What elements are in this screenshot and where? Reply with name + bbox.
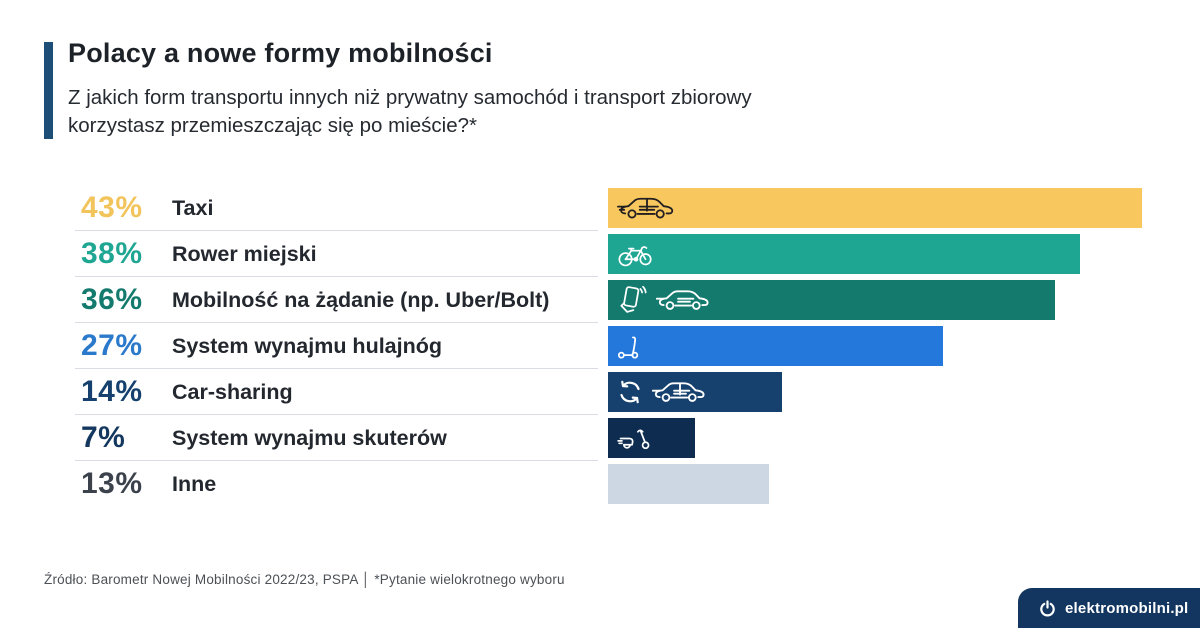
bar-track: [608, 234, 1142, 274]
bar-rower-miejski: [608, 234, 1080, 274]
chart-question-line1: Z jakich form transportu innych niż pryw…: [68, 86, 752, 109]
phone-in-hand-icon: [620, 285, 647, 313]
bar-skutery: [608, 418, 695, 458]
chart-row-car-sharing: 14% Car-sharing: [75, 369, 1142, 415]
car-icon: [656, 290, 709, 310]
percent-value: 7%: [81, 421, 126, 454]
bar-track: [608, 372, 1142, 412]
percent-value: 36%: [81, 283, 143, 316]
city-bike-icon: [618, 245, 652, 266]
bar-hulajnogi: [608, 326, 944, 366]
bar-track: [608, 464, 1142, 504]
bar-chart: 43% Taxi 38% Rower miejski: [75, 185, 1142, 507]
chart-row-hulajnogi: 27% System wynajmu hulajnóg: [75, 323, 1142, 369]
bar-mobilnosc-na-zadanie: [608, 280, 1056, 320]
percent-value: 38%: [81, 237, 143, 270]
bar-taxi: [608, 188, 1142, 228]
category-label: System wynajmu skuterów: [172, 425, 447, 450]
kick-scooter-icon: [617, 336, 639, 359]
source-note: Źródło: Barometr Nowej Mobilności 2022/2…: [44, 572, 565, 587]
sync-arrows-icon: [620, 380, 640, 404]
chart-row-skutery: 7% System wynajmu skuterów: [75, 415, 1142, 461]
category-label: Mobilność na żądanie (np. Uber/Bolt): [172, 287, 550, 312]
chart-question-line2: korzystasz przemieszczając się po mieści…: [68, 114, 477, 137]
page-title: Polacy a nowe formy mobilności: [68, 38, 493, 68]
chart-question: Z jakich form transportu innych niż pryw…: [68, 84, 752, 140]
percent-value: 43%: [81, 191, 143, 224]
percent-value: 27%: [81, 329, 143, 362]
chart-row-taxi: 43% Taxi: [75, 185, 1142, 231]
brand-badge: elektromobilni.pl: [1018, 588, 1200, 628]
car-icon: [652, 382, 705, 402]
category-label: Taxi: [172, 195, 214, 220]
moped-icon: [617, 429, 650, 449]
title-accent-bar: [44, 42, 53, 139]
percent-value: 13%: [81, 467, 143, 500]
taxi-car-icon: [617, 197, 674, 219]
percent-value: 14%: [81, 375, 143, 408]
category-label: System wynajmu hulajnóg: [172, 333, 442, 358]
chart-row-mobilnosc-na-zadanie: 36% Mobilność na żądanie (np. Uber/Bolt): [75, 277, 1142, 323]
brand-name: elektromobilni.pl: [1065, 599, 1189, 617]
category-label: Rower miejski: [172, 241, 317, 266]
bar-car-sharing: [608, 372, 782, 412]
bar-track: [608, 188, 1142, 228]
bar-track: [608, 418, 1142, 458]
category-label: Car-sharing: [172, 379, 293, 404]
power-icon: [1040, 599, 1055, 617]
bar-inne: [608, 464, 770, 504]
bar-track: [608, 326, 1142, 366]
chart-row-inne: 13% Inne: [81, 461, 1142, 507]
chart-row-rower-miejski: 38% Rower miejski: [75, 231, 1142, 277]
bar-track: [608, 280, 1142, 320]
category-label: Inne: [172, 471, 217, 496]
